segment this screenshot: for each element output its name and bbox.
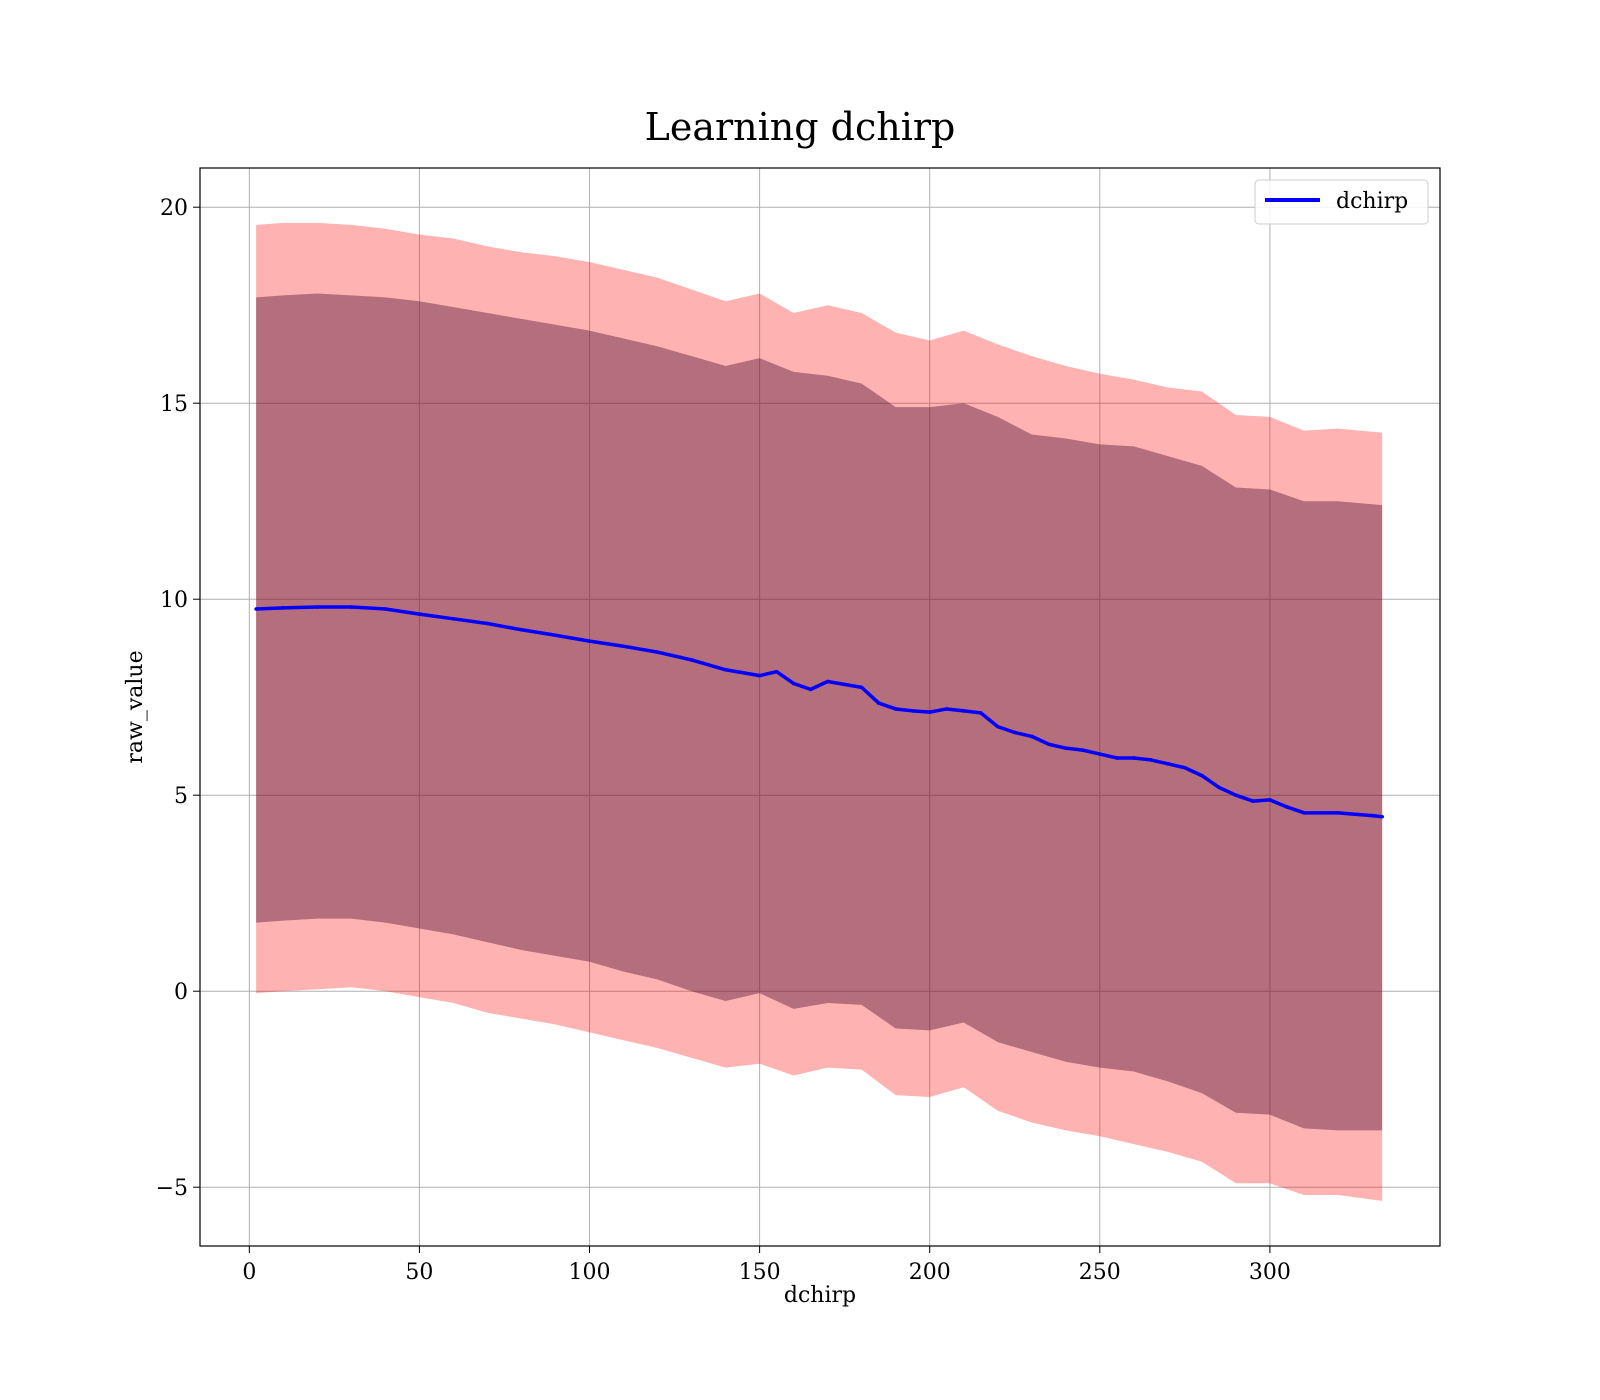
data-point	[1251, 799, 1255, 803]
data-point	[349, 605, 354, 609]
data-point	[825, 679, 830, 684]
data-point	[655, 650, 660, 654]
data-point	[1012, 730, 1017, 735]
y-tick-label: 5	[174, 784, 188, 809]
data-point	[1336, 811, 1340, 815]
data-point	[944, 707, 949, 711]
data-point	[587, 639, 592, 643]
data-point	[1046, 742, 1051, 747]
data-point	[1063, 746, 1068, 750]
x-tick-label: 100	[569, 1260, 611, 1285]
y-tick-label: −5	[156, 1176, 188, 1201]
legend-label: dchirp	[1336, 189, 1408, 214]
plot-frame	[199, 167, 1441, 1247]
data-point	[961, 709, 966, 713]
data-point	[383, 607, 388, 611]
data-point	[1115, 756, 1119, 760]
y-tick-label: 0	[174, 980, 188, 1005]
legend: dchirp	[1254, 179, 1429, 225]
data-point	[1200, 773, 1204, 778]
series-lines	[254, 605, 1384, 819]
data-point	[1098, 752, 1102, 756]
data-point	[859, 685, 864, 690]
data-point	[1029, 734, 1034, 739]
data-point	[723, 667, 728, 672]
data-point	[1132, 756, 1136, 760]
data-point	[1183, 765, 1187, 770]
data-point	[757, 673, 762, 678]
y-tick-label: 15	[160, 392, 188, 417]
data-point	[1217, 785, 1221, 790]
y-tick-label: 20	[160, 196, 188, 221]
x-axis-label: dchirp	[784, 1283, 856, 1308]
data-point	[689, 658, 694, 662]
band-outer	[256, 222, 1383, 1201]
band-inner	[256, 293, 1383, 1131]
data-point	[281, 606, 286, 610]
chart-title: Learning dchirp	[645, 105, 956, 149]
data-point	[1268, 798, 1272, 802]
data-point	[910, 709, 915, 713]
bands	[256, 222, 1383, 1201]
x-tick-label: 250	[1079, 1260, 1121, 1285]
data-point	[927, 710, 932, 714]
x-tick-label: 200	[909, 1260, 951, 1285]
data-point	[1166, 762, 1170, 766]
data-point	[791, 681, 796, 686]
x-tick-label: 0	[242, 1260, 256, 1285]
x-tick-label: 300	[1249, 1260, 1291, 1285]
data-point	[1234, 793, 1238, 797]
data-point	[978, 711, 983, 715]
data-point	[1302, 811, 1306, 815]
y-tick-label: 10	[160, 588, 188, 613]
series-line-0	[256, 605, 1383, 819]
data-point	[485, 621, 490, 626]
data-point	[254, 607, 258, 611]
data-point	[995, 724, 1000, 729]
data-point	[621, 644, 626, 649]
data-point	[451, 617, 456, 621]
data-point	[1285, 805, 1289, 809]
legend-box	[1254, 179, 1429, 225]
data-point	[876, 701, 881, 705]
data-point	[1380, 814, 1384, 819]
data-point	[1149, 758, 1153, 762]
data-point	[1080, 748, 1085, 752]
data-point	[417, 612, 422, 616]
ticks: 0 50 100 150 200 250 300 −5 0 5 10 15 20	[156, 196, 1291, 1285]
data-point	[893, 707, 898, 711]
x-tick-label: 50	[405, 1260, 433, 1285]
data-point	[315, 605, 320, 609]
data-point	[553, 633, 558, 638]
data-point	[1370, 813, 1374, 818]
x-tick-label: 150	[739, 1260, 781, 1285]
y-axis-label: raw_value	[123, 650, 148, 763]
data-point	[774, 669, 779, 674]
data-point	[808, 687, 813, 692]
data-point	[519, 627, 524, 632]
